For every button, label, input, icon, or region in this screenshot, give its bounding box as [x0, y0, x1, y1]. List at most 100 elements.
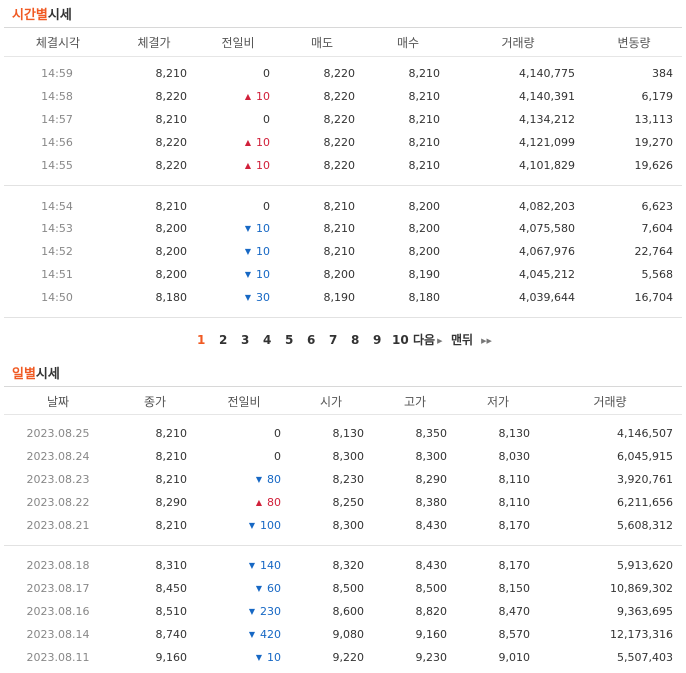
volume-cell: 4,101,829 — [519, 159, 575, 172]
daily-change-cell: ▼ 140 — [249, 554, 281, 578]
page-4-link[interactable]: 4 — [263, 333, 272, 347]
trade-time-cell: 14:54 — [41, 200, 73, 213]
page-5-link[interactable]: 5 — [285, 333, 294, 347]
date-cell: 2023.08.24 — [26, 450, 90, 463]
chevron-right-icon: ▶ — [437, 337, 443, 345]
volume-cell: 4,140,775 — [519, 67, 575, 80]
header-date: 날짜 — [46, 395, 70, 409]
low-cell: 8,110 — [498, 496, 531, 509]
volume-cell: 4,067,976 — [519, 245, 575, 258]
header-delta: 변동량 — [617, 36, 651, 50]
page-3-link[interactable]: 3 — [241, 333, 250, 347]
triangle-up-icon: ▲ — [244, 161, 251, 170]
change-value: 230 — [260, 605, 281, 618]
close-cell: 8,210 — [155, 473, 188, 486]
time-section-title-rest: 시세 — [47, 8, 72, 23]
change-value: 80 — [267, 496, 281, 509]
low-cell: 8,570 — [498, 628, 531, 641]
daily-volume-cell: 5,507,403 — [617, 651, 673, 664]
table-row: 2023.08.21 8,210 ▼ 100 8,300 8,430 8,170 5,608,… — [0, 514, 686, 537]
volume-cell: 4,134,212 — [519, 113, 575, 126]
low-cell: 8,170 — [498, 559, 531, 572]
change-cell: ▼ 10 — [245, 217, 270, 241]
triangle-down-icon: ▼ — [255, 475, 262, 484]
triangle-down-icon: ▼ — [244, 270, 251, 279]
close-cell: 8,210 — [155, 519, 188, 532]
time-section-title-accent: 시간별 — [12, 8, 48, 23]
trade-price-cell: 8,220 — [155, 136, 188, 149]
daily-change-cell: ▼ 10 — [256, 646, 281, 670]
triangle-down-icon: ▼ — [244, 224, 251, 233]
daily-change-cell: ▼ 100 — [249, 514, 281, 538]
change-value: 10 — [256, 268, 270, 281]
change-cell: ▲ 10 — [245, 85, 270, 109]
date-cell: 2023.08.16 — [26, 605, 90, 618]
trade-price-cell: 8,200 — [155, 268, 188, 281]
close-cell: 8,510 — [155, 605, 188, 618]
change-cell: ▼ 10 — [245, 263, 270, 287]
trade-price-cell: 8,210 — [155, 200, 188, 213]
triangle-up-icon: ▲ — [244, 92, 251, 101]
high-cell: 8,350 — [415, 427, 448, 440]
table-row: 2023.08.25 8,210 0 8,130 8,350 8,130 4,146,507 — [0, 422, 686, 445]
trade-time-cell: 14:56 — [41, 136, 73, 149]
trade-price-cell: 8,220 — [155, 90, 188, 103]
trade-price-cell: 8,200 — [155, 222, 188, 235]
low-cell: 8,030 — [498, 450, 531, 463]
header-bid: 매수 — [396, 36, 420, 50]
page-10-link[interactable]: 10 — [392, 333, 409, 347]
bid-cell: 8,200 — [408, 222, 441, 235]
close-cell: 8,450 — [155, 582, 188, 595]
daily-volume-cell: 12,173,316 — [610, 628, 673, 641]
page-8-link[interactable]: 8 — [351, 333, 360, 347]
high-cell: 8,380 — [415, 496, 448, 509]
triangle-down-icon: ▼ — [244, 293, 251, 302]
page-1-link[interactable]: 1 — [197, 333, 206, 347]
change-cell: ▼ 10 — [245, 240, 270, 264]
header-daily-change: 전일비 — [227, 395, 261, 409]
change-value: 420 — [260, 628, 281, 641]
change-value: 10 — [256, 222, 270, 235]
volume-cell: 4,075,580 — [519, 222, 575, 235]
table-row: 14:52 8,200 ▼ 10 8,210 8,200 4,067,976 22,764 — [0, 240, 686, 263]
daily-group-divider — [4, 545, 682, 546]
time-table-header: 체결시각 체결가 전일비 매도 매수 거래량 변동량 — [4, 27, 682, 57]
trade-price-cell: 8,210 — [155, 67, 188, 80]
ask-cell: 8,220 — [323, 113, 356, 126]
header-open: 시가 — [319, 395, 343, 409]
last-page-link[interactable]: 맨뒤 ▶▶ — [451, 330, 492, 352]
daily-change-cell: ▼ 80 — [256, 468, 281, 492]
header-ask: 매도 — [310, 36, 334, 50]
header-high: 고가 — [403, 395, 427, 409]
table-row: 2023.08.17 8,450 ▼ 60 8,500 8,500 8,150 10,869,… — [0, 577, 686, 600]
daily-section-title-accent: 일별 — [12, 367, 36, 382]
page-7-link[interactable]: 7 — [329, 333, 338, 347]
triangle-down-icon: ▼ — [248, 607, 255, 616]
open-cell: 8,230 — [332, 473, 365, 486]
volume-cell: 4,082,203 — [519, 200, 575, 213]
date-cell: 2023.08.17 — [26, 582, 90, 595]
trade-price-cell: 8,220 — [155, 159, 188, 172]
delta-cell: 7,604 — [641, 222, 674, 235]
ask-cell: 8,210 — [323, 222, 356, 235]
change-cell: ▲ 10 — [245, 154, 270, 178]
change-value: 60 — [267, 582, 281, 595]
triangle-down-icon: ▼ — [244, 247, 251, 256]
open-cell: 9,080 — [332, 628, 365, 641]
next-page-link[interactable]: 다음 ▶ — [413, 330, 442, 352]
delta-cell: 19,626 — [634, 159, 674, 172]
high-cell: 9,230 — [415, 651, 448, 664]
close-cell: 8,310 — [155, 559, 188, 572]
date-cell: 2023.08.23 — [26, 473, 90, 486]
date-cell: 2023.08.11 — [26, 651, 90, 664]
change-cell: 0 — [263, 62, 270, 85]
daily-change-cell: 0 — [274, 445, 281, 468]
table-row: 14:54 8,210 0 8,210 8,200 4,082,203 6,623 — [0, 195, 686, 218]
page-2-link[interactable]: 2 — [219, 333, 228, 347]
bid-cell: 8,190 — [408, 268, 441, 281]
change-cell: ▲ 10 — [245, 131, 270, 155]
last-page-label: 맨뒤 — [451, 333, 474, 347]
double-chevron-right-icon: ▶▶ — [481, 337, 492, 345]
page-9-link[interactable]: 9 — [373, 333, 382, 347]
page-6-link[interactable]: 6 — [307, 333, 316, 347]
